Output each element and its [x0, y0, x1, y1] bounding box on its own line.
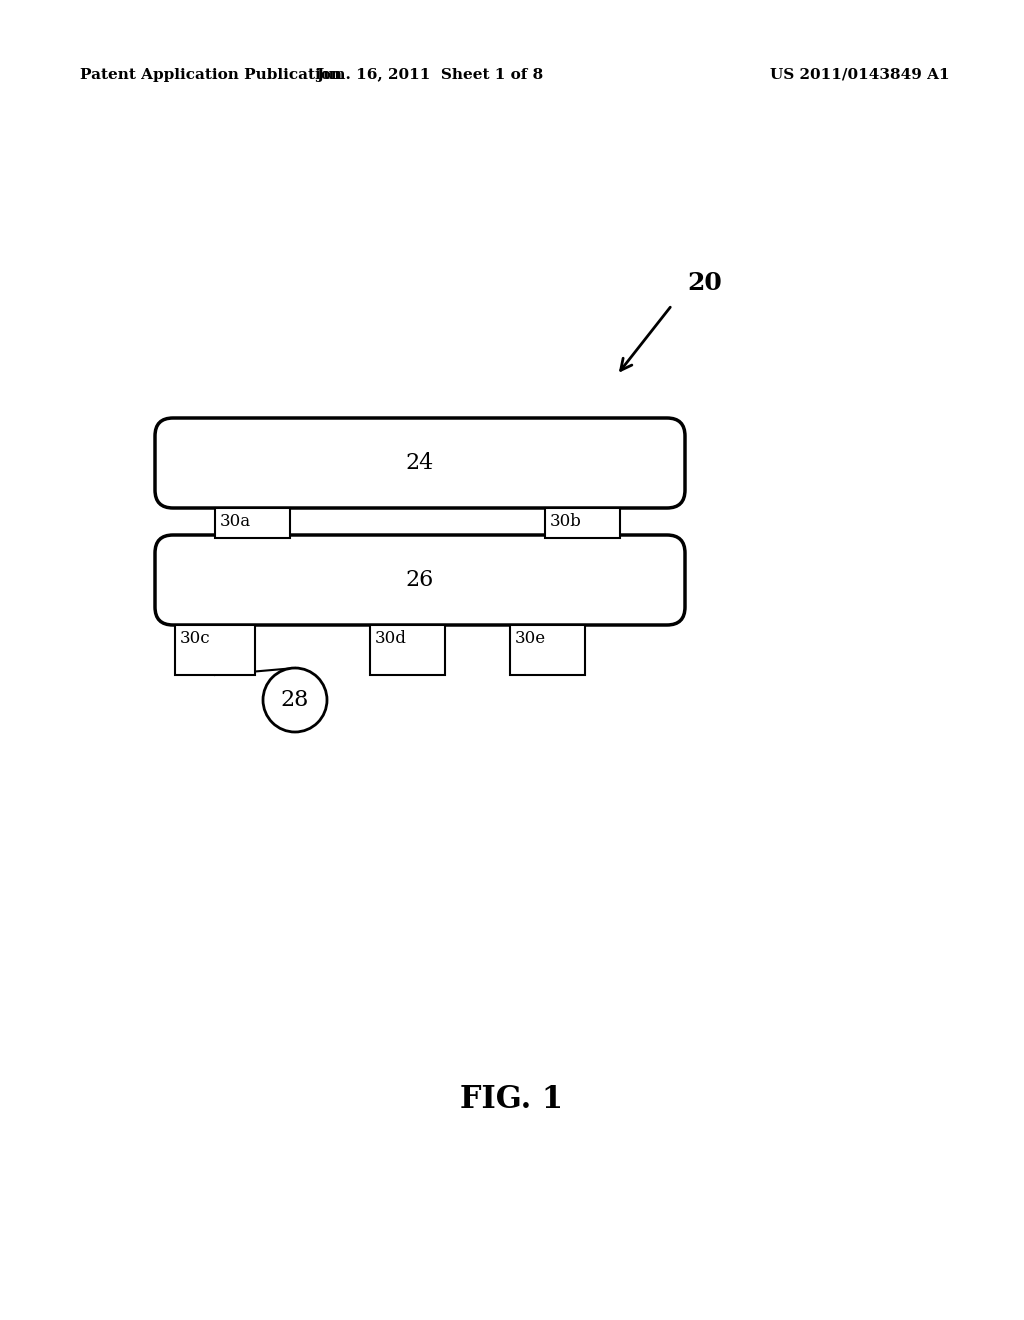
- Text: Patent Application Publication: Patent Application Publication: [80, 69, 342, 82]
- FancyBboxPatch shape: [155, 418, 685, 508]
- Circle shape: [263, 668, 327, 733]
- Text: 30a: 30a: [220, 513, 251, 531]
- Bar: [215, 508, 290, 539]
- Bar: [510, 624, 585, 675]
- Text: 28: 28: [281, 689, 309, 711]
- Text: 24: 24: [406, 451, 434, 474]
- FancyBboxPatch shape: [155, 535, 685, 624]
- Bar: [370, 624, 445, 675]
- Text: 20: 20: [687, 271, 722, 294]
- Bar: [175, 624, 255, 675]
- Text: FIG. 1: FIG. 1: [461, 1085, 563, 1115]
- Text: US 2011/0143849 A1: US 2011/0143849 A1: [770, 69, 950, 82]
- Text: Jun. 16, 2011  Sheet 1 of 8: Jun. 16, 2011 Sheet 1 of 8: [316, 69, 544, 82]
- Text: 30b: 30b: [550, 513, 582, 531]
- Text: 26: 26: [406, 569, 434, 591]
- Text: 30d: 30d: [375, 630, 407, 647]
- Text: 30e: 30e: [515, 630, 546, 647]
- Text: 30c: 30c: [180, 630, 211, 647]
- Bar: [545, 508, 620, 539]
